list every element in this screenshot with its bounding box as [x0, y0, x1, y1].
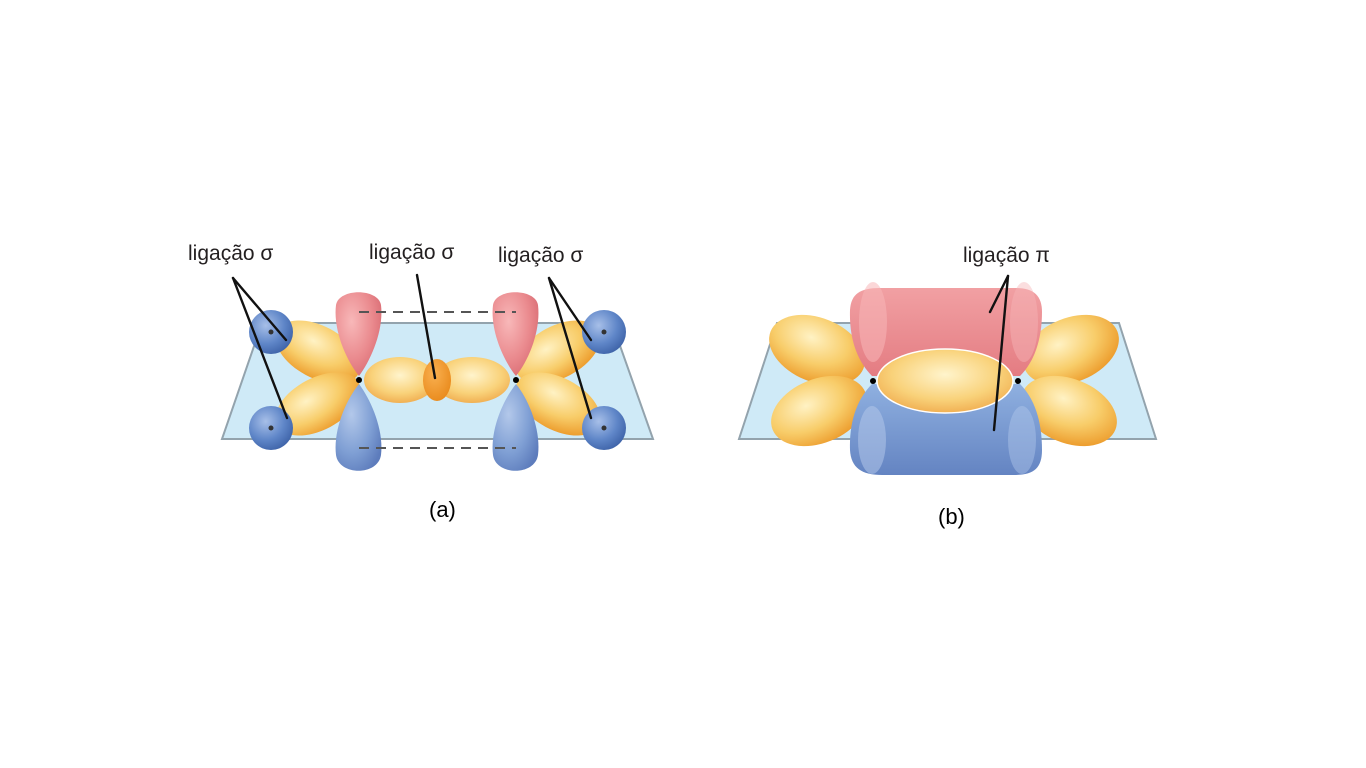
caption-b: (b)	[938, 504, 965, 529]
label-sigma-center: ligação σ	[369, 241, 454, 264]
leader-line	[988, 274, 1010, 314]
carbon-nucleus-right	[513, 377, 519, 383]
pi-highlight	[1008, 406, 1036, 474]
leader-line	[231, 276, 288, 342]
label-sigma-left: ligação σ	[188, 242, 273, 265]
panel-a: ligação σ ligação σ ligação σ (a)	[188, 241, 655, 522]
sp2-lobe-right-lower	[1021, 375, 1117, 447]
sigma-bond-cc	[876, 348, 1014, 414]
sigma-lobe-cc-right	[434, 357, 510, 403]
pi-bond-top-lobe	[849, 288, 1042, 376]
leader-line	[547, 276, 593, 342]
carbon-nucleus-left	[870, 378, 876, 384]
p-orbital-right-top	[492, 292, 539, 376]
p-orbital-left-top	[335, 292, 382, 376]
sp2-lobe-right-upper	[1023, 314, 1119, 386]
hydrogen-nucleus	[268, 425, 274, 431]
hydrogen-nucleus	[601, 329, 607, 335]
hydrogen-nucleus	[268, 329, 274, 335]
caption-a: (a)	[429, 497, 456, 522]
carbon-nucleus-left	[356, 377, 362, 383]
leader-line	[231, 276, 289, 420]
sp2-lobe-right-lower	[515, 372, 601, 436]
leader-line	[415, 273, 437, 380]
label-sigma-right: ligação σ	[498, 244, 583, 267]
sigma-overlap-cc	[423, 359, 451, 401]
sigma-lobe-cc-left	[364, 357, 436, 403]
sp2-lobe-left-lower	[771, 375, 867, 447]
pi-highlight	[1010, 282, 1038, 362]
p-orbital-right-bottom	[492, 384, 539, 471]
pi-bond-bottom-lobe	[849, 384, 1042, 475]
leader-line	[547, 276, 593, 420]
leader-line	[992, 274, 1010, 432]
sp2-lobe-left-lower	[275, 372, 361, 436]
p-orbital-left-bottom	[335, 384, 382, 471]
pi-highlight	[858, 406, 886, 474]
sp2-lobe-left-upper	[769, 314, 865, 386]
hydrogen-nucleus	[601, 425, 607, 431]
panel-b: ligação π (b)	[737, 244, 1158, 529]
pi-highlight	[859, 282, 887, 362]
label-pi: ligação π	[963, 244, 1050, 267]
carbon-nucleus-right	[1015, 378, 1021, 384]
sp2-lobe-right-upper	[515, 320, 601, 384]
